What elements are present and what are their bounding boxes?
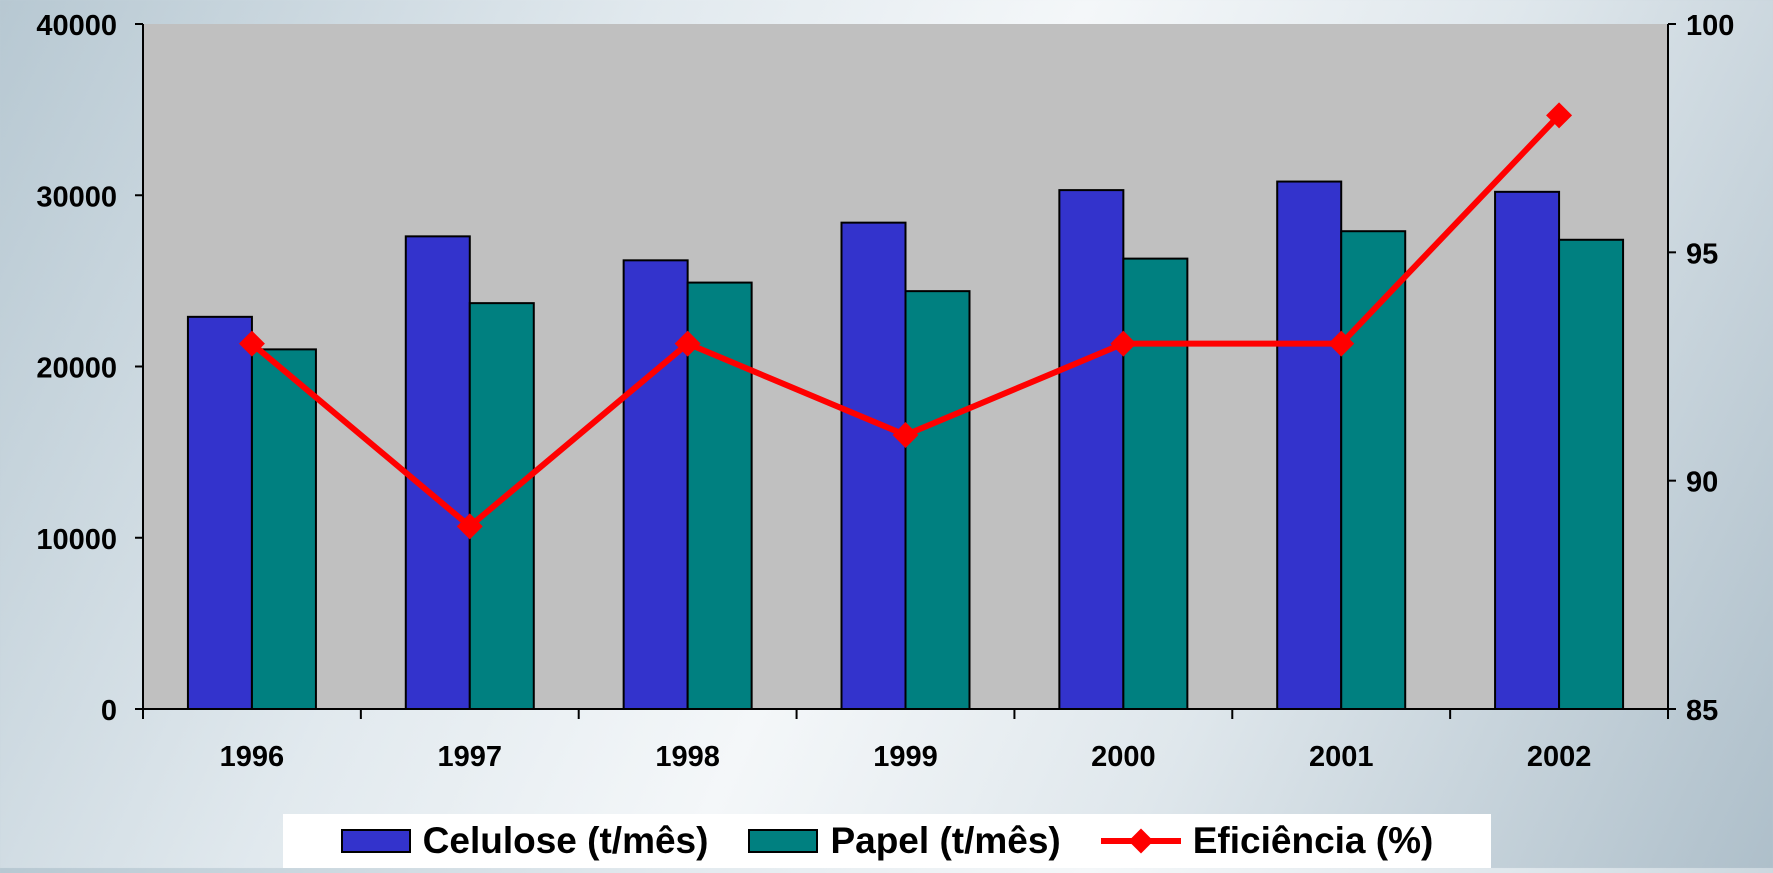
bar-celulose-2001 (1276, 180, 1343, 711)
legend-item-eficiencia: Eficiência (%) (1100, 820, 1434, 862)
marker-eficiencia-2000 (1110, 330, 1137, 357)
y-left-tick-label-10000: 10000 (36, 524, 117, 556)
bar-papel-2000 (1122, 257, 1189, 710)
x-tick-label-1996: 1996 (220, 741, 285, 773)
legend-label-papel: Papel (t/mês) (830, 820, 1061, 861)
x-tick-label-1998: 1998 (655, 741, 720, 773)
bar-papel-1997 (468, 302, 535, 710)
marker-eficiencia-1996 (238, 330, 265, 357)
legend-item-celulose: Celulose (t/mês) (340, 820, 709, 862)
marker-eficiencia-2001 (1328, 330, 1355, 357)
legend-swatch-celulose (340, 829, 411, 853)
x-tick-label-1997: 1997 (438, 741, 503, 773)
bar-celulose-1998 (622, 259, 689, 710)
y-left-tick-label-40000: 40000 (36, 10, 117, 42)
y-right-tick-label-100: 100 (1686, 10, 1734, 42)
bar-papel-1999 (904, 290, 971, 710)
y-right-tick-label-95: 95 (1686, 238, 1718, 270)
legend-swatch-papel (748, 829, 819, 853)
y-left-tick-label-30000: 30000 (36, 181, 117, 213)
marker-eficiencia-1998 (674, 330, 701, 357)
legend-item-papel: Papel (t/mês) (748, 820, 1061, 862)
marker-eficiencia-1997 (456, 513, 483, 540)
x-tick-label-2000: 2000 (1091, 741, 1156, 773)
marker-eficiencia-1999 (892, 422, 919, 448)
x-tick-label-2001: 2001 (1309, 741, 1374, 773)
y-left-tick-label-0: 0 (101, 695, 117, 727)
bar-papel-1998 (686, 281, 753, 710)
bar-celulose-2002 (1494, 190, 1561, 710)
chart-legend: Celulose (t/mês) Papel (t/mês) Eficiênci… (283, 814, 1491, 868)
x-tick-label-1999: 1999 (873, 741, 938, 773)
legend-line-symbol-eficiencia (1100, 828, 1181, 854)
y-right-tick-label-90: 90 (1686, 467, 1718, 499)
bar-celulose-1997 (404, 235, 471, 710)
x-tick-label-2002: 2002 (1527, 741, 1592, 773)
y-left-tick-label-20000: 20000 (36, 353, 117, 385)
bar-papel-1996 (250, 348, 317, 710)
legend-label-celulose: Celulose (t/mês) (422, 820, 709, 861)
bar-celulose-1999 (840, 221, 907, 710)
legend-label-eficiencia: Eficiência (%) (1192, 820, 1434, 861)
marker-eficiencia-2002 (1546, 102, 1573, 129)
bar-papel-2001 (1340, 230, 1407, 710)
bar-papel-2002 (1558, 238, 1625, 710)
bar-celulose-2000 (1058, 189, 1125, 711)
y-right-tick-label-85: 85 (1686, 695, 1718, 727)
bar-celulose-1996 (186, 315, 253, 710)
